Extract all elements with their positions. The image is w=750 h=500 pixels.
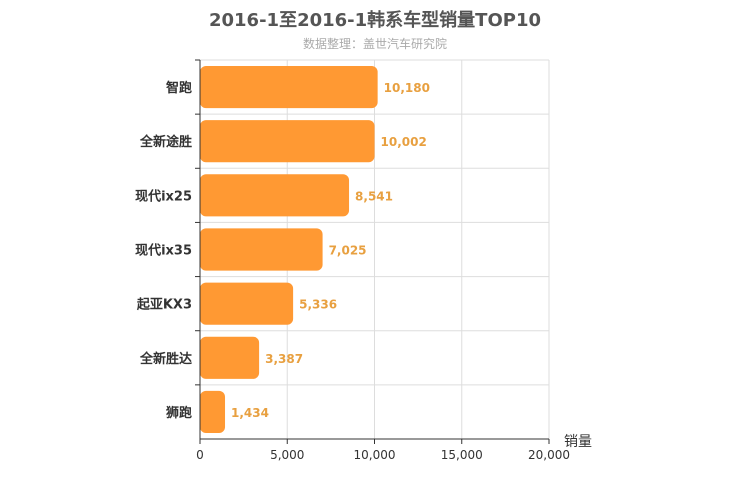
x-tick-label: 20,000 — [528, 448, 570, 462]
bar-2 — [200, 174, 350, 217]
category-label: 现代ix35 — [135, 243, 192, 259]
bar-4 — [200, 282, 294, 325]
category-label: 全新胜达 — [139, 351, 192, 367]
category-label: 智跑 — [166, 80, 192, 96]
x-tick-label: 0 — [196, 448, 204, 462]
category-label: 狮跑 — [165, 405, 192, 421]
category-label: 现代ix25 — [135, 188, 192, 204]
bar-0 — [200, 66, 378, 109]
value-label: 1,434 — [231, 406, 269, 420]
category-label: 起亚KX3 — [136, 297, 192, 313]
x-tick-label: 15,000 — [441, 448, 483, 462]
chart-title: 2016-1至2016-1韩系车型销量TOP10 — [208, 10, 541, 31]
x-axis-title: 销量 — [564, 434, 592, 450]
chart-subtitle: 数据整理：盖世汽车研究院 — [302, 37, 447, 51]
bar-3 — [200, 228, 323, 271]
value-label: 7,025 — [329, 244, 367, 258]
bar-6 — [200, 390, 226, 433]
bar-5 — [200, 336, 260, 379]
bar-1 — [200, 120, 375, 163]
value-label: 8,541 — [355, 189, 393, 203]
value-label: 5,336 — [299, 298, 337, 312]
x-tick-label: 5,000 — [270, 448, 304, 462]
x-tick-label: 10,000 — [354, 448, 396, 462]
value-label: 10,002 — [381, 135, 427, 149]
value-label: 10,180 — [384, 81, 430, 95]
value-label: 3,387 — [265, 352, 303, 366]
category-label: 全新途胜 — [139, 134, 192, 150]
